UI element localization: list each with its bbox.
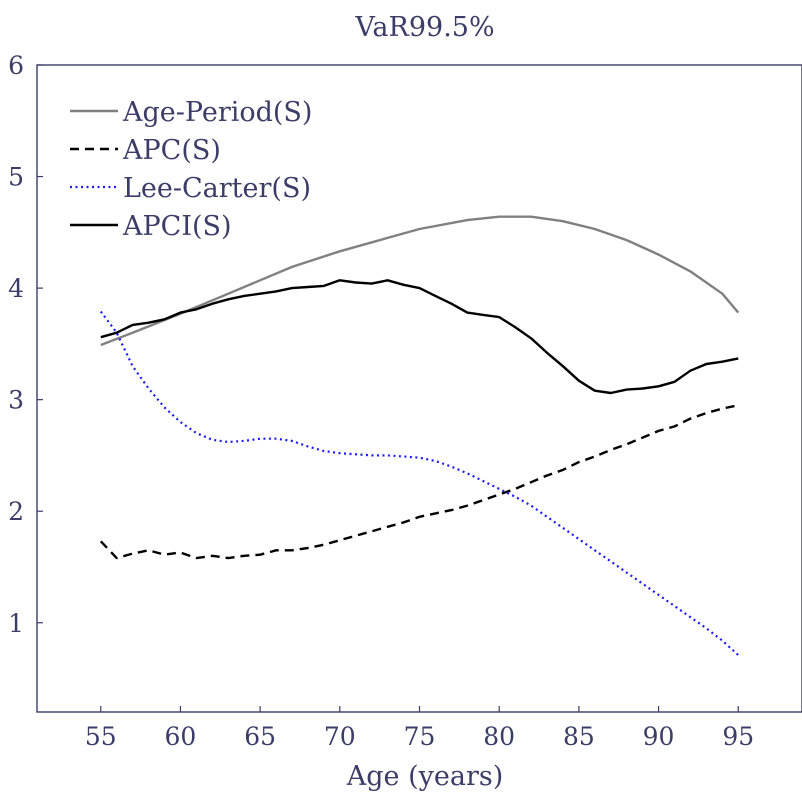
x-tick-label: 95 xyxy=(722,722,754,751)
series-line-4 xyxy=(100,279,739,395)
series-line-1 xyxy=(100,215,740,347)
x-tick-label: 65 xyxy=(244,722,276,751)
legend-label-3: Lee-Carter(S) xyxy=(123,173,311,204)
legend: Age-Period(S) APC(S) Lee-Carter(S) APCI(S) xyxy=(70,97,312,242)
series-lines xyxy=(99,215,740,656)
x-tick-label: 60 xyxy=(165,722,197,751)
legend-label-2: APC(S) xyxy=(122,135,221,166)
x-tick-label: 75 xyxy=(404,722,436,751)
x-tick-label: 55 xyxy=(85,722,117,751)
y-tick-label: 3 xyxy=(8,386,24,415)
x-tick-label: 85 xyxy=(563,722,595,751)
legend-label-4: APCI(S) xyxy=(122,211,232,242)
y-tick-label: 4 xyxy=(8,274,24,303)
x-tick-label: 80 xyxy=(483,722,515,751)
x-axis-label: Age (years) xyxy=(346,761,504,792)
x-tick-label: 90 xyxy=(643,722,675,751)
legend-label-1: Age-Period(S) xyxy=(122,97,312,128)
x-tick-label: 70 xyxy=(324,722,356,751)
y-tick-label: 1 xyxy=(8,609,24,638)
y-axis-ticks: 1 2 3 4 5 6 xyxy=(8,51,43,638)
chart-title: VaR99.5% xyxy=(354,12,494,43)
series-line-2 xyxy=(99,404,739,560)
y-tick-label: 2 xyxy=(8,497,24,526)
y-tick-label: 5 xyxy=(8,163,24,192)
y-tick-label: 6 xyxy=(8,51,24,80)
x-axis-ticks: 55 60 65 70 75 80 85 90 95 xyxy=(85,706,754,751)
series-line-3 xyxy=(99,310,740,656)
